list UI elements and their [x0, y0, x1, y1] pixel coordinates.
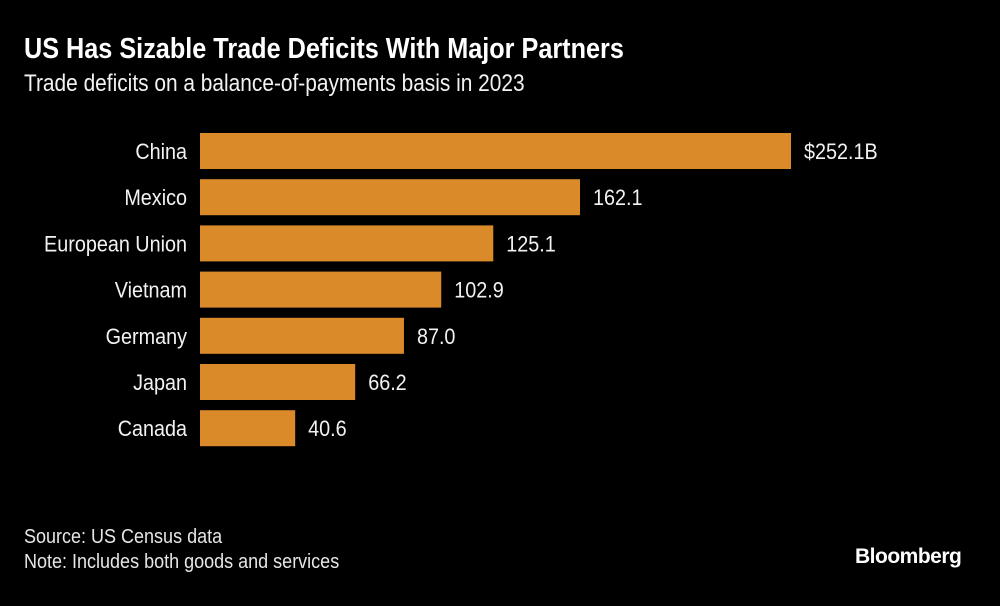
bar-vietnam: [200, 271, 442, 308]
footnote: Note: Includes both goods and services: [24, 551, 340, 573]
category-label: Germany: [106, 325, 188, 349]
data-label: 87.0: [417, 325, 456, 349]
bar-mexico: [200, 179, 581, 216]
data-label: 125.1: [506, 232, 556, 256]
chart-subtitle: Trade deficits on a balance-of-payments …: [24, 70, 525, 97]
bar-canada: [200, 410, 296, 447]
category-label: European Union: [44, 232, 187, 256]
bar-japan: [200, 364, 356, 400]
category-label: Canada: [118, 417, 188, 441]
source-note: Source: US Census data: [24, 526, 223, 548]
bloomberg-logo: Bloomberg: [855, 545, 962, 568]
bar-germany: [200, 317, 404, 354]
category-label: China: [135, 140, 187, 164]
category-label: Vietnam: [115, 279, 187, 303]
category-label: Japan: [133, 371, 187, 395]
bar-european-union: [200, 225, 494, 262]
chart-title: US Has Sizable Trade Deficits With Major…: [24, 33, 624, 65]
category-label: Mexico: [124, 186, 187, 210]
bar-china: [200, 133, 791, 169]
data-label: 162.1: [593, 186, 643, 210]
data-label: 102.9: [454, 279, 504, 303]
data-label: $252.1B: [804, 140, 878, 164]
data-label: 40.6: [308, 417, 347, 441]
data-label: 66.2: [368, 371, 407, 395]
